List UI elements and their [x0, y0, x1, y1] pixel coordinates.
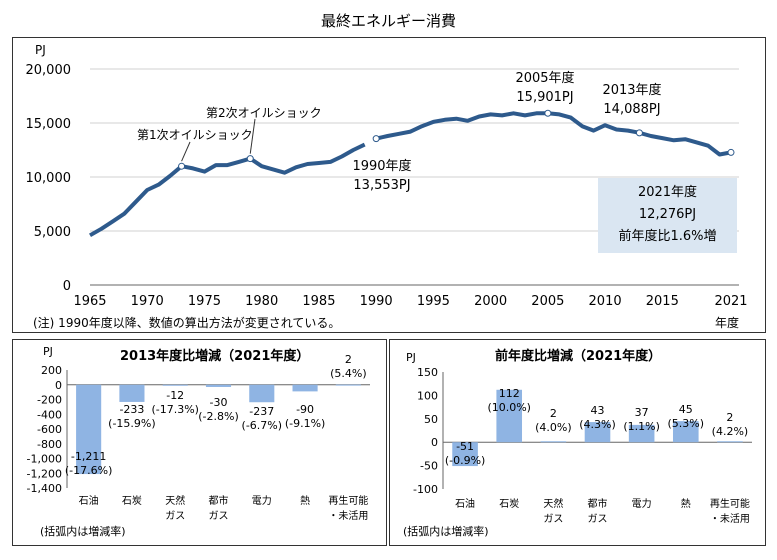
callout-2021-year: 2021年度: [637, 185, 698, 200]
annotation-oil-shock-2: 第2次オイルショック: [206, 106, 322, 120]
callout-2021-change: 前年度比1.6%増: [618, 229, 717, 244]
main-y-unit: PJ: [35, 43, 46, 57]
main-x-tick-label: 1975: [188, 294, 221, 309]
annotation-oil-shock-1: 第1次オイルショック: [137, 128, 253, 142]
main-x-tick-label: 1990: [360, 294, 393, 309]
left-panel-title: 2013年度比増減（2021年度）: [120, 349, 310, 364]
main-highlight-point: [372, 135, 380, 143]
main-x-tick-label: 2005: [531, 294, 564, 309]
callout-2005-year: 2005年度: [515, 71, 575, 86]
method-note: (注) 1990年度以降、数値の算出方法が変更されている。: [33, 316, 341, 330]
callout-2005: 2005年度 15,901PJ: [505, 69, 585, 107]
callout-2021-box: 2021年度 12,276PJ 前年度比1.6%増: [598, 178, 737, 253]
left-panel-note: (括弧内は増減率): [40, 525, 126, 538]
main-x-tick-label: 2015: [646, 294, 679, 309]
main-highlight-point: [246, 155, 254, 163]
main-x-tick-label: 2010: [589, 294, 622, 309]
main-x-unit: 年度: [715, 316, 740, 330]
main-y-tick-label: 15,000: [26, 117, 72, 132]
main-x-tick-label: 1985: [302, 294, 335, 309]
main-highlight-point: [635, 129, 643, 137]
annotation-arrow: [249, 118, 256, 154]
main-y-tick-label: 5,000: [34, 225, 71, 240]
callout-2021-value: 12,276PJ: [638, 207, 697, 222]
main-x-tick-label: 1995: [417, 294, 450, 309]
main-x-tick-label: 2021: [714, 294, 747, 309]
main-x-tick-label: 1970: [131, 294, 164, 309]
main-line-chart: 20,000 15,000 10,000 5,000 0 1965 1970 1975 198…: [26, 63, 748, 309]
callout-2005-value: 15,901PJ: [516, 90, 574, 105]
left-panel-unit: PJ: [43, 345, 53, 358]
main-x-tick-label: 1980: [245, 294, 278, 309]
left-panel-frame: [12, 339, 387, 546]
main-y-tick-label: 10,000: [26, 171, 72, 186]
right-panel-frame: [389, 339, 766, 546]
chart-title: 最終エネルギー消費: [320, 12, 456, 30]
main-highlight-point: [727, 148, 735, 156]
right-panel-title: 前年度比増減（2021年度）: [495, 349, 662, 364]
callout-1990-value: 13,553PJ: [353, 178, 411, 193]
main-series-line-2: [375, 111, 732, 157]
right-panel-unit: PJ: [406, 351, 416, 364]
callout-2013-year: 2013年度: [602, 83, 662, 98]
callout-1990-year: 1990年度: [352, 159, 412, 174]
callout-2013: 2013年度 14,088PJ: [592, 81, 672, 119]
main-y-tick-label: 20,000: [26, 63, 72, 78]
main-series-line-1: [89, 142, 366, 238]
callout-2013-value: 14,088PJ: [603, 102, 661, 117]
main-y-tick-label: 0: [63, 279, 71, 294]
annotation-arrow: [181, 141, 191, 162]
main-x-tick-label: 2000: [474, 294, 507, 309]
main-highlight-point: [178, 162, 186, 170]
right-panel-note: (括弧内は増減率): [403, 525, 489, 538]
main-x-tick-label: 1965: [73, 294, 106, 309]
callout-1990: 1990年度 13,553PJ: [342, 157, 422, 195]
main-highlight-point: [544, 109, 552, 117]
